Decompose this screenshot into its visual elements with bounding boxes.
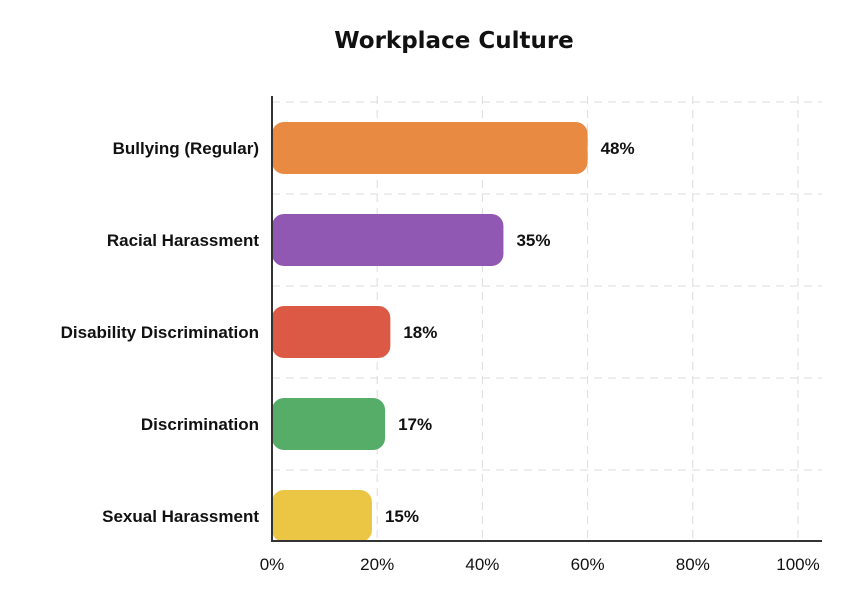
grid [272,96,822,541]
category-label: Disability Discrimination [61,323,259,342]
x-tick-label: 40% [465,555,499,574]
x-tick-label: 100% [776,555,819,574]
x-tick-label: 0% [260,555,285,574]
category-label: Discrimination [141,415,259,434]
bars [272,122,588,542]
x-tick-label: 80% [676,555,710,574]
category-labels: Bullying (Regular) Racial Harassment Disab… [61,139,260,526]
data-label: 17% [398,415,432,434]
x-tick-label: 60% [571,555,605,574]
bar [272,398,386,450]
data-label: 35% [516,231,550,250]
data-label: 18% [403,323,437,342]
category-label: Sexual Harassment [102,507,259,526]
data-label: 15% [385,507,419,526]
chart-title: Workplace Culture [334,28,574,54]
bar [272,490,372,542]
x-tick-label: 20% [360,555,394,574]
value-labels: 48% 35% 18% 17% 15% [385,139,635,526]
x-axis-ticks: 0% 20% 40% 60% 80% 100% [260,555,820,574]
data-label: 48% [601,139,635,158]
bar [272,214,504,266]
bar [272,122,588,174]
bar [272,306,391,358]
category-label: Bullying (Regular) [113,139,259,158]
category-label: Racial Harassment [107,231,259,250]
